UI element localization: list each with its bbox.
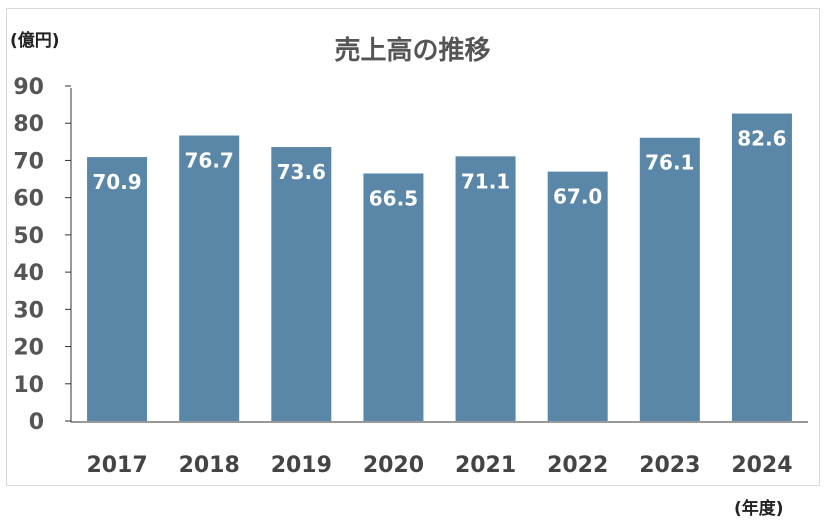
chart-title: 売上高の推移 <box>334 36 491 66</box>
x-tick-label-2022: 2022 <box>547 453 608 478</box>
y-tick-label: 10 <box>13 373 44 398</box>
x-axis-unit-label: (年度) <box>734 499 784 519</box>
y-tick-label: 0 <box>29 410 44 435</box>
x-tick-label-2020: 2020 <box>363 453 424 478</box>
x-tick-label-2018: 2018 <box>179 453 240 478</box>
data-label-2018: 76.7 <box>185 149 234 173</box>
x-tick-label-2019: 2019 <box>271 453 332 478</box>
chart-frame <box>6 8 820 486</box>
bar-2017 <box>87 157 148 421</box>
y-tick-label: 90 <box>13 75 44 100</box>
y-tick-label: 80 <box>13 112 44 137</box>
data-label-2021: 71.1 <box>461 169 510 193</box>
x-tick-label-2017: 2017 <box>86 453 147 478</box>
bar-2019 <box>271 147 332 422</box>
bar-2024 <box>731 113 792 422</box>
data-label-2023: 76.1 <box>645 151 694 175</box>
y-tick-label: 40 <box>13 261 44 286</box>
y-tick-label: 70 <box>13 149 44 174</box>
bar-2018 <box>179 135 240 421</box>
y-tick-label: 60 <box>13 187 44 212</box>
data-label-2017: 70.9 <box>92 170 141 194</box>
bar-2020 <box>363 173 424 421</box>
x-tick-label-2021: 2021 <box>455 453 516 478</box>
bar-2023 <box>639 137 700 421</box>
data-label-2019: 73.6 <box>277 160 326 184</box>
x-tick-label-2023: 2023 <box>639 453 700 478</box>
bar-2021 <box>455 156 516 421</box>
bar-2022 <box>547 171 608 421</box>
data-label-2024: 82.6 <box>737 127 786 151</box>
x-tick-label-2024: 2024 <box>731 453 792 478</box>
data-label-2022: 67.0 <box>553 185 602 209</box>
y-tick-label: 30 <box>13 298 44 323</box>
y-axis-unit-label: (億円) <box>10 31 60 51</box>
y-tick-label: 50 <box>13 224 44 249</box>
y-tick-label: 20 <box>13 336 44 361</box>
data-label-2020: 66.5 <box>369 186 418 210</box>
